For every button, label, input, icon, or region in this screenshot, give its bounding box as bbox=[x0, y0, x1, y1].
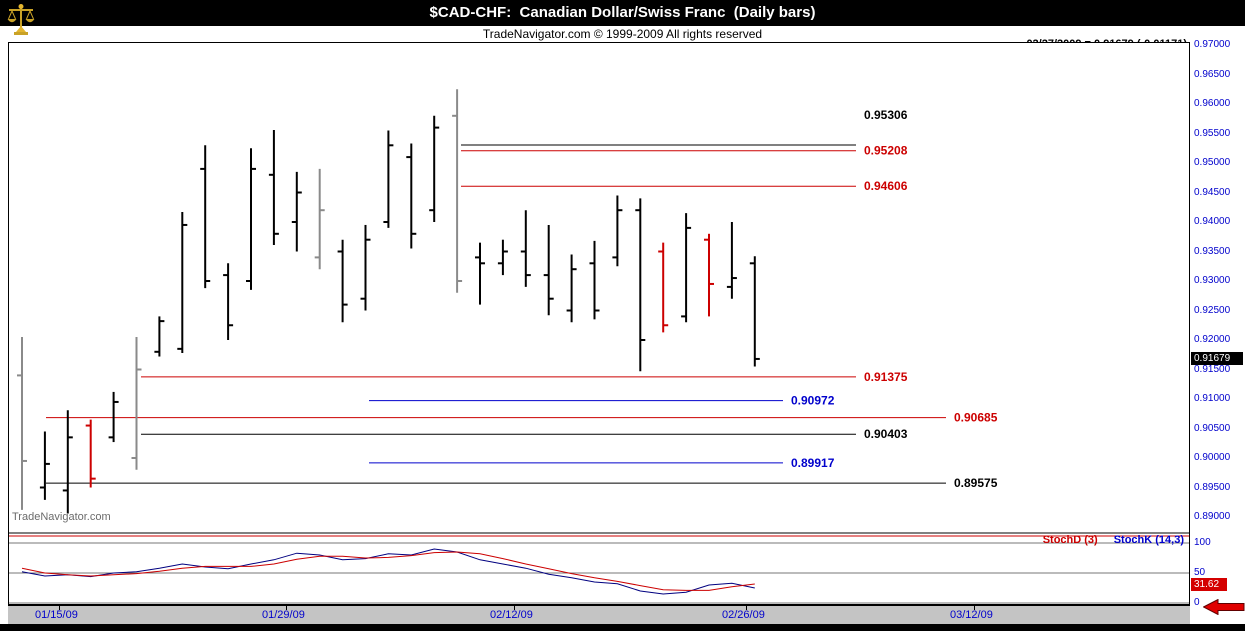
price-axis-label: 0.92000 bbox=[1194, 334, 1231, 345]
ohlc-bar bbox=[749, 256, 760, 367]
watermark: TradeNavigator.com bbox=[12, 511, 111, 523]
ohlc-bar bbox=[223, 263, 234, 340]
ohlc-bar bbox=[62, 410, 73, 514]
price-axis-label: 0.94000 bbox=[1194, 216, 1231, 227]
level-lines: 0.95306 0.95208 0.94606 0.91375 0.90972 0.906… bbox=[46, 108, 998, 490]
price-axis-label: 0.95500 bbox=[1194, 127, 1231, 139]
ohlc-bar bbox=[268, 129, 279, 246]
ohlc-bar bbox=[726, 222, 737, 299]
stoch-current-tag: 31.62 bbox=[1191, 578, 1227, 591]
ohlc-bar bbox=[566, 254, 577, 323]
price-axis-label: 0.96500 bbox=[1194, 68, 1231, 80]
ohlc-bar bbox=[429, 115, 440, 222]
ohlc-bar bbox=[177, 211, 188, 353]
date-axis-tick bbox=[974, 606, 975, 610]
ohlc-bar bbox=[589, 240, 600, 320]
date-axis-label: 02/12/09 bbox=[490, 609, 533, 621]
ohlc-bar bbox=[108, 391, 119, 443]
date-axis-tick bbox=[746, 606, 747, 610]
ohlc-bar bbox=[681, 213, 692, 323]
price-axis-label: 0.89500 bbox=[1194, 481, 1231, 493]
level-label: 0.89917 bbox=[791, 456, 835, 470]
ohlc-bar bbox=[406, 143, 417, 249]
ohlc-bar bbox=[131, 337, 142, 470]
stochk-label: StochK (14,3) bbox=[1113, 534, 1184, 546]
stoch-axis-label: 0 bbox=[1194, 597, 1200, 608]
stoch-axis-label: 100 bbox=[1194, 537, 1211, 548]
date-axis: 01/15/09 01/29/09 02/12/09 02/26/09 03/12/09 bbox=[8, 605, 1190, 624]
price-axis-label: 0.93000 bbox=[1194, 275, 1231, 286]
price-axis-label: 0.93500 bbox=[1194, 245, 1231, 257]
ohlc-bar bbox=[337, 239, 348, 323]
date-axis-tick bbox=[286, 606, 287, 610]
date-axis-tick bbox=[514, 606, 515, 610]
level-label: 0.91375 bbox=[864, 370, 908, 384]
date-axis-tick bbox=[59, 606, 60, 610]
stochd-line bbox=[21, 551, 755, 591]
date-axis-label: 03/12/09 bbox=[950, 609, 993, 621]
ohlc-bar bbox=[17, 337, 27, 510]
level-label: 0.89575 bbox=[954, 476, 998, 490]
stoch-legend: StochD (3) StochK (14,3) bbox=[8, 534, 1184, 546]
ohlc-bar bbox=[543, 224, 554, 316]
ohlc-bar bbox=[612, 195, 623, 267]
title-bar: $CAD-CHF: Canadian Dollar/Swiss Franc (D… bbox=[0, 0, 1245, 26]
price-axis-label: 0.94500 bbox=[1194, 186, 1231, 198]
chart-title: $CAD-CHF: Canadian Dollar/Swiss Franc (D… bbox=[429, 4, 816, 21]
price-axis-label: 0.89000 bbox=[1194, 511, 1231, 522]
price-axis-label: 0.91000 bbox=[1194, 393, 1231, 404]
level-label: 0.95306 bbox=[864, 108, 908, 122]
level-label: 0.95208 bbox=[864, 144, 908, 158]
price-axis-label: 0.91500 bbox=[1194, 363, 1231, 375]
level-label: 0.90972 bbox=[791, 394, 835, 408]
copyright-text: TradeNavigator.com © 1999-2009 All right… bbox=[482, 27, 763, 41]
price-axis-label: 0.97000 bbox=[1194, 39, 1231, 50]
ohlc-bar bbox=[383, 130, 394, 228]
ohlc-bar bbox=[475, 242, 485, 305]
chart-plot-area[interactable]: 0.95306 0.95208 0.94606 0.91375 0.90972 0.906… bbox=[8, 42, 1190, 605]
level-label: 0.90685 bbox=[954, 411, 998, 425]
date-axis-label: 01/29/09 bbox=[262, 609, 305, 621]
ohlc-bars bbox=[17, 89, 760, 514]
ohlc-bar bbox=[85, 419, 96, 488]
scroll-left-arrow-icon[interactable] bbox=[1202, 598, 1245, 620]
price-axis-label: 0.92500 bbox=[1194, 304, 1231, 316]
ohlc-bar bbox=[291, 171, 302, 252]
price-axis-label: 0.90000 bbox=[1194, 452, 1231, 463]
ohlc-bar bbox=[635, 198, 646, 372]
ohlc-bar bbox=[314, 168, 325, 270]
date-axis-label: 01/15/09 bbox=[35, 609, 78, 621]
ohlc-bar bbox=[154, 316, 165, 357]
ohlc-bar bbox=[360, 224, 371, 311]
ohlc-bar bbox=[497, 239, 508, 276]
ohlc-bar bbox=[704, 233, 714, 317]
ohlc-bar bbox=[520, 210, 531, 287]
current-price-tag: 0.91679 bbox=[1191, 352, 1243, 365]
ohlc-bar bbox=[658, 242, 669, 333]
scales-logo-icon bbox=[6, 2, 36, 36]
bottom-strip bbox=[0, 624, 1245, 631]
ohlc-bar bbox=[39, 431, 50, 500]
ohlc-bar bbox=[452, 89, 463, 293]
price-axis-label: 0.90500 bbox=[1194, 422, 1231, 434]
level-label: 0.90403 bbox=[864, 427, 908, 441]
stochd-label: StochD (3) bbox=[1042, 534, 1098, 546]
date-axis-label: 02/26/09 bbox=[722, 609, 765, 621]
price-axis: 0.97000 0.96500 0.96000 0.95500 0.95000 0.945… bbox=[1192, 0, 1245, 631]
stochk-line bbox=[21, 548, 755, 595]
level-label: 0.94606 bbox=[864, 179, 908, 193]
price-axis-label: 0.95000 bbox=[1194, 157, 1231, 168]
ohlc-bar bbox=[200, 145, 211, 289]
ohlc-bar bbox=[246, 148, 256, 290]
price-axis-label: 0.96000 bbox=[1194, 98, 1231, 109]
stoch-axis-label: 50 bbox=[1194, 567, 1206, 578]
